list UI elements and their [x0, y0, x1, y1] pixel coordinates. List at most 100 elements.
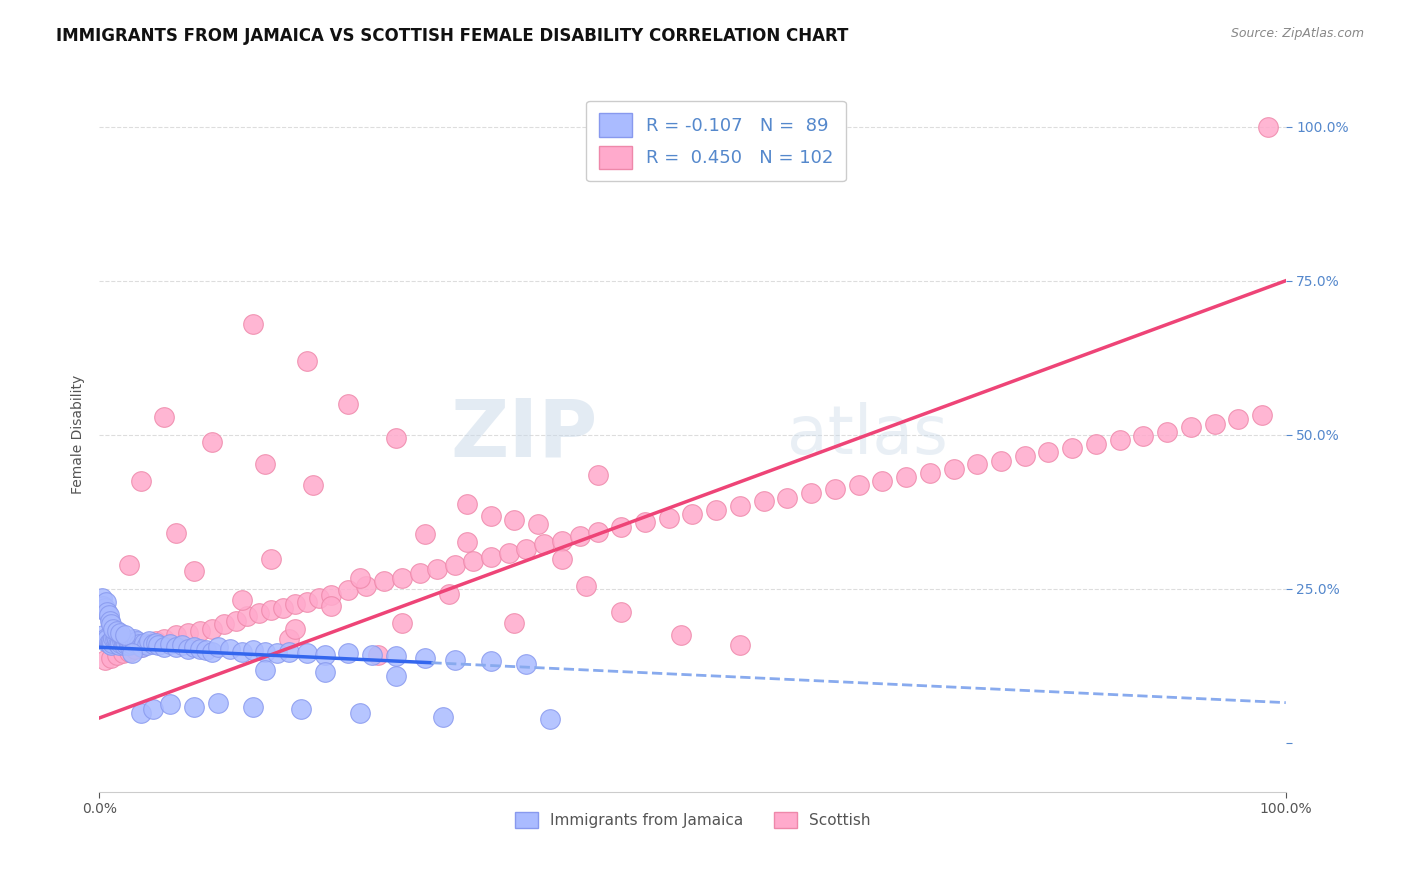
Point: [172, 638, 194, 652]
Point: [385, 649, 408, 664]
Text: atlas: atlas: [787, 401, 948, 467]
Point: [141, 637, 163, 651]
Point: [177, 642, 200, 657]
Point: [103, 631, 125, 645]
Point: [94, 601, 117, 615]
Point: [538, 712, 561, 726]
Point: [1180, 420, 1202, 434]
Point: [391, 571, 413, 585]
Point: [201, 435, 224, 450]
Point: [314, 665, 336, 679]
Point: [101, 636, 124, 650]
Point: [129, 474, 152, 488]
Text: ZIP: ZIP: [450, 396, 598, 474]
Point: [207, 696, 229, 710]
Point: [118, 636, 141, 650]
Point: [266, 646, 288, 660]
Point: [165, 526, 187, 541]
Point: [218, 642, 240, 657]
Point: [479, 508, 502, 523]
Point: [145, 636, 167, 650]
Point: [124, 642, 146, 657]
Point: [114, 628, 136, 642]
Point: [278, 632, 301, 647]
Point: [94, 634, 117, 648]
Point: [98, 614, 121, 628]
Point: [212, 617, 235, 632]
Point: [367, 648, 389, 663]
Point: [1156, 425, 1178, 439]
Point: [610, 520, 633, 534]
Point: [111, 646, 134, 660]
Point: [153, 632, 176, 647]
Point: [385, 669, 408, 683]
Point: [503, 513, 526, 527]
Point: [515, 541, 537, 556]
Point: [96, 632, 118, 647]
Point: [114, 636, 136, 650]
Point: [444, 558, 467, 573]
Point: [551, 552, 574, 566]
Point: [349, 706, 371, 720]
Point: [107, 637, 129, 651]
Point: [337, 646, 360, 660]
Point: [254, 663, 277, 677]
Point: [225, 614, 247, 628]
Point: [1257, 120, 1279, 134]
Point: [90, 591, 112, 605]
Point: [349, 571, 371, 585]
Point: [308, 591, 330, 605]
Point: [373, 574, 395, 589]
Point: [278, 644, 301, 658]
Point: [96, 595, 118, 609]
Point: [100, 650, 122, 665]
Point: [301, 478, 323, 492]
Point: [990, 453, 1012, 467]
Point: [551, 533, 574, 548]
Point: [100, 634, 122, 648]
Point: [503, 615, 526, 630]
Point: [1204, 417, 1226, 431]
Point: [498, 546, 520, 560]
Point: [1084, 437, 1107, 451]
Point: [966, 457, 988, 471]
Point: [105, 634, 128, 648]
Point: [456, 497, 478, 511]
Point: [135, 638, 157, 652]
Point: [247, 607, 270, 621]
Point: [129, 640, 152, 655]
Point: [681, 507, 703, 521]
Point: [284, 622, 307, 636]
Point: [848, 478, 870, 492]
Point: [231, 592, 253, 607]
Point: [776, 491, 799, 505]
Point: [124, 636, 146, 650]
Point: [112, 638, 135, 652]
Point: [103, 632, 125, 647]
Point: [134, 636, 156, 650]
Point: [93, 603, 115, 617]
Point: [295, 595, 318, 609]
Point: [98, 637, 121, 651]
Point: [129, 706, 152, 720]
Point: [894, 469, 917, 483]
Point: [432, 710, 454, 724]
Point: [242, 643, 264, 657]
Point: [100, 617, 122, 632]
Point: [254, 457, 277, 471]
Legend: Immigrants from Jamaica, Scottish: Immigrants from Jamaica, Scottish: [509, 806, 876, 834]
Point: [159, 637, 181, 651]
Point: [728, 499, 751, 513]
Point: [120, 634, 142, 648]
Point: [188, 624, 211, 638]
Point: [254, 644, 277, 658]
Point: [456, 535, 478, 549]
Point: [260, 552, 283, 566]
Point: [1038, 445, 1060, 459]
Point: [444, 652, 467, 666]
Point: [319, 599, 342, 613]
Point: [824, 482, 846, 496]
Text: Source: ZipAtlas.com: Source: ZipAtlas.com: [1230, 27, 1364, 40]
Point: [121, 646, 143, 660]
Point: [271, 601, 294, 615]
